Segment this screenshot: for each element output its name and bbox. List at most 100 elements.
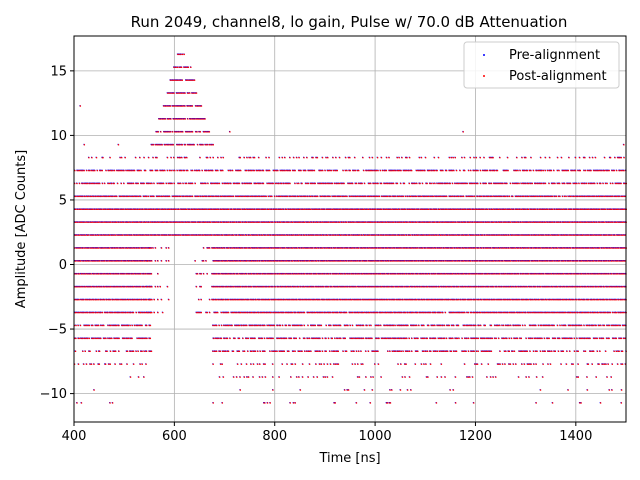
data-point-post xyxy=(334,299,336,301)
data-point-post xyxy=(294,299,296,301)
data-point-post xyxy=(295,286,297,288)
data-point-post xyxy=(541,311,543,314)
data-point-post xyxy=(246,337,248,340)
data-point-post xyxy=(442,324,444,327)
data-point-post xyxy=(584,337,586,340)
data-point-post xyxy=(605,350,607,352)
data-point-post xyxy=(107,324,109,327)
data-point-post xyxy=(365,350,367,352)
data-point-post xyxy=(128,337,130,340)
data-point-post xyxy=(74,337,76,340)
data-point-post xyxy=(561,311,564,314)
data-point-post xyxy=(410,311,413,314)
data-point-post xyxy=(461,311,464,314)
data-point-post xyxy=(218,350,220,352)
data-point-post xyxy=(273,324,276,327)
data-point-post xyxy=(426,337,428,340)
data-point-post xyxy=(342,350,344,352)
data-point-post xyxy=(293,324,295,327)
data-point-post xyxy=(272,286,274,288)
data-point-post xyxy=(618,299,620,301)
data-point-post xyxy=(519,350,522,352)
grid-lines xyxy=(73,36,626,422)
data-point-post xyxy=(100,337,102,340)
data-point-post xyxy=(255,286,258,288)
data-point-post xyxy=(429,311,431,314)
data-point-post xyxy=(385,337,388,340)
data-point-post xyxy=(260,324,262,327)
data-point-post xyxy=(554,337,557,340)
data-point-post xyxy=(414,337,417,340)
data-point-post xyxy=(523,299,525,301)
data-point-post xyxy=(471,311,473,314)
data-point-post xyxy=(476,273,478,275)
data-point-post xyxy=(272,337,274,340)
data-point-post xyxy=(365,337,367,340)
data-point-post xyxy=(535,286,537,288)
data-point-post xyxy=(591,299,593,301)
data-point-post xyxy=(565,311,567,314)
data-point-post xyxy=(279,299,282,301)
data-point-post xyxy=(411,337,413,340)
data-point-post xyxy=(315,350,318,352)
data-point-post xyxy=(218,324,220,327)
data-point-post xyxy=(280,350,282,352)
data-point-post xyxy=(297,324,300,327)
data-point-post xyxy=(368,324,371,327)
data-point-post xyxy=(145,299,148,301)
data-point-post xyxy=(83,337,86,340)
data-point-post xyxy=(466,311,468,314)
data-point-post xyxy=(292,350,295,352)
data-point-post xyxy=(257,350,259,352)
data-point-post xyxy=(255,311,258,314)
data-point-post xyxy=(252,337,254,340)
data-point-post xyxy=(599,350,601,352)
data-point-post xyxy=(519,337,521,340)
data-point-post xyxy=(610,273,613,275)
data-point-post xyxy=(97,337,99,340)
data-point-post xyxy=(394,311,396,314)
data-point-post xyxy=(430,311,432,314)
data-point-post xyxy=(509,299,512,301)
data-point-post xyxy=(577,350,579,352)
data-point-post xyxy=(606,324,608,327)
data-point-post xyxy=(501,299,503,301)
data-point-post xyxy=(560,286,562,288)
data-point-post xyxy=(505,337,507,340)
data-point-post xyxy=(340,324,342,327)
data-point-post xyxy=(451,273,454,275)
data-point-post xyxy=(466,337,468,340)
data-point-post xyxy=(423,350,425,352)
data-point-post xyxy=(461,337,463,340)
data-point-post xyxy=(132,299,135,301)
data-point-post xyxy=(253,299,255,301)
data-point-post xyxy=(534,311,536,314)
data-point-post xyxy=(402,350,404,352)
data-point-post xyxy=(618,337,620,340)
data-point-post xyxy=(408,337,410,340)
data-point-post xyxy=(495,324,498,327)
data-point-post xyxy=(481,311,483,314)
data-point-post xyxy=(555,311,558,314)
data-point-post xyxy=(354,299,357,301)
data-point-post xyxy=(584,350,587,352)
data-point-post xyxy=(449,311,452,314)
data-point-post xyxy=(268,299,271,301)
data-point-post xyxy=(303,286,306,288)
data-point-post xyxy=(238,337,241,340)
data-point-post xyxy=(121,299,123,301)
data-point-post xyxy=(444,273,447,275)
data-point-post xyxy=(278,350,281,352)
data-point-post xyxy=(422,311,424,314)
data-point-post xyxy=(557,350,560,352)
data-point-post xyxy=(264,350,266,352)
data-point-post xyxy=(439,311,442,314)
data-point-post xyxy=(399,311,401,314)
data-point-post xyxy=(239,286,242,288)
data-point-post xyxy=(145,324,147,327)
data-point-post xyxy=(580,273,583,275)
data-point-post xyxy=(409,273,412,275)
data-point-post xyxy=(570,311,572,314)
data-point-post xyxy=(355,311,358,314)
data-point-post xyxy=(421,299,424,301)
